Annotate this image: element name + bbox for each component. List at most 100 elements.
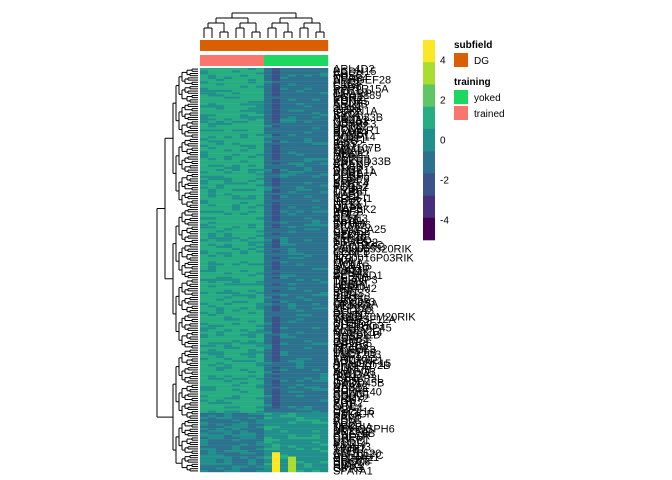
heatmap-cell [296, 313, 305, 317]
heatmap-cell [296, 169, 305, 172]
heatmap-cell [232, 105, 241, 108]
heatmap-cell [232, 333, 241, 337]
heatmap-cell [200, 223, 209, 227]
row-label: GEM [333, 336, 358, 348]
heatmap-cell [312, 401, 321, 405]
heatmap-cell [320, 412, 329, 416]
heatmap-cell [248, 351, 257, 354]
heatmap-cell [280, 221, 289, 225]
heatmap-cell [232, 199, 241, 203]
heatmap-cell [224, 401, 233, 405]
heatmap-cell [264, 149, 273, 152]
heatmap-cell [312, 412, 321, 416]
heatmap-cell [208, 125, 217, 128]
heatmap-cell [264, 331, 273, 334]
heatmap-cell [304, 432, 313, 435]
heatmap-cell [224, 425, 233, 429]
heatmap-cell [280, 129, 289, 132]
heatmap-cell [264, 199, 273, 203]
heatmap-cell [272, 147, 281, 150]
heatmap-cell [312, 344, 321, 348]
heatmap-cell [224, 377, 233, 380]
heatmap-cell [288, 278, 297, 282]
heatmap-cell [264, 142, 273, 146]
heatmap-cell [288, 298, 297, 301]
heatmap-cell [264, 248, 273, 251]
heatmap-cell [264, 436, 273, 440]
heatmap-cell [248, 234, 257, 238]
heatmap-cell [216, 243, 225, 247]
heatmap-cell [304, 217, 313, 220]
heatmap-cell [320, 263, 329, 266]
heatmap-cell [200, 261, 209, 264]
heatmap-cell [200, 274, 209, 277]
heatmap-cell [312, 280, 321, 284]
heatmap-cell [248, 272, 257, 275]
heatmap-cell [224, 421, 233, 424]
heatmap-cell [264, 263, 273, 266]
heatmap-cell [320, 261, 329, 264]
heatmap-cell [296, 105, 305, 108]
heatmap-cell [248, 401, 257, 405]
heatmap-cell [264, 357, 273, 361]
heatmap-cell [256, 237, 265, 240]
heatmap-cell [232, 379, 241, 383]
heatmap-cell [200, 461, 209, 464]
heatmap-cell [296, 136, 305, 139]
heatmap-cell [200, 103, 209, 106]
heatmap-cell [264, 261, 273, 264]
heatmap-cell [272, 423, 281, 427]
heatmap-cell [240, 263, 249, 266]
row-label: TSC22D3 [333, 349, 381, 361]
heatmap-cell [240, 408, 249, 411]
heatmap-cell [232, 186, 241, 189]
annotation-cell-subfield [200, 40, 209, 51]
heatmap-cell [296, 419, 305, 422]
heatmap-cell [280, 390, 289, 394]
heatmap-cell [240, 169, 249, 172]
heatmap-cell [256, 283, 265, 286]
heatmap-cell [240, 465, 249, 468]
heatmap-cell [280, 78, 289, 82]
heatmap-cell [272, 243, 281, 247]
heatmap-cell [288, 179, 297, 183]
heatmap-cell [296, 94, 305, 97]
heatmap-cell [280, 147, 289, 150]
heatmap-cell [272, 140, 281, 143]
heatmap-cell [304, 381, 313, 385]
heatmap-cell [320, 149, 329, 152]
heatmap-cell [248, 364, 257, 367]
heatmap-cell [296, 338, 305, 341]
heatmap-cell [304, 197, 313, 200]
heatmap-cell [200, 441, 209, 444]
heatmap-cell [248, 428, 257, 431]
heatmap-cell [272, 452, 281, 455]
row-label: KLF6 [333, 325, 359, 337]
heatmap-cell [248, 263, 257, 266]
heatmap-cell [224, 204, 233, 207]
heatmap-cell [256, 78, 265, 82]
heatmap-cell [224, 346, 233, 350]
heatmap-cell [256, 125, 265, 128]
heatmap-cell [240, 368, 249, 372]
heatmap-cell [272, 89, 281, 93]
heatmap-cell [296, 307, 305, 310]
heatmap-cell [256, 81, 265, 84]
heatmap-cell [200, 346, 209, 350]
heatmap-cell [312, 430, 321, 433]
heatmap-cell [280, 127, 289, 130]
heatmap-cell [256, 313, 265, 317]
heatmap-cell [216, 199, 225, 203]
heatmap-cell [200, 417, 209, 420]
heatmap-cell [272, 131, 281, 135]
heatmap-cell [264, 421, 273, 424]
heatmap-cell [288, 149, 297, 152]
heatmap-cell [216, 412, 225, 416]
row-label: MAFF [333, 202, 363, 214]
heatmap-cell [280, 403, 289, 407]
heatmap-cell [272, 133, 281, 137]
heatmap-cell [280, 322, 289, 326]
heatmap-cell [248, 270, 257, 273]
heatmap-cell [256, 94, 265, 97]
heatmap-cell [304, 316, 313, 319]
